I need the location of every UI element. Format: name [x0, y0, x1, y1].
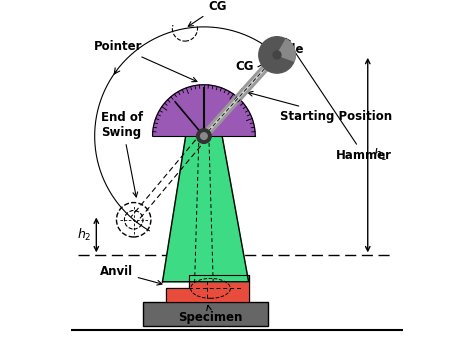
Text: Anvil: Anvil [100, 265, 162, 285]
Circle shape [273, 51, 281, 59]
Text: CG: CG [188, 0, 227, 26]
Polygon shape [166, 275, 248, 302]
Text: $h_1$: $h_1$ [373, 147, 387, 163]
Text: CG: CG [235, 60, 254, 73]
Polygon shape [163, 136, 248, 282]
Polygon shape [277, 39, 295, 61]
Text: End of
Swing: End of Swing [101, 111, 144, 197]
Text: Specimen: Specimen [178, 306, 243, 325]
Text: Starting Position: Starting Position [248, 92, 392, 122]
Text: Scale: Scale [240, 43, 304, 94]
Bar [143, 302, 268, 326]
Text: Hammer: Hammer [286, 38, 392, 162]
Text: $h_2$: $h_2$ [77, 227, 91, 243]
Circle shape [259, 37, 295, 73]
Circle shape [201, 133, 207, 139]
Polygon shape [153, 85, 255, 136]
Text: Pointer: Pointer [94, 40, 197, 82]
Circle shape [197, 129, 211, 143]
